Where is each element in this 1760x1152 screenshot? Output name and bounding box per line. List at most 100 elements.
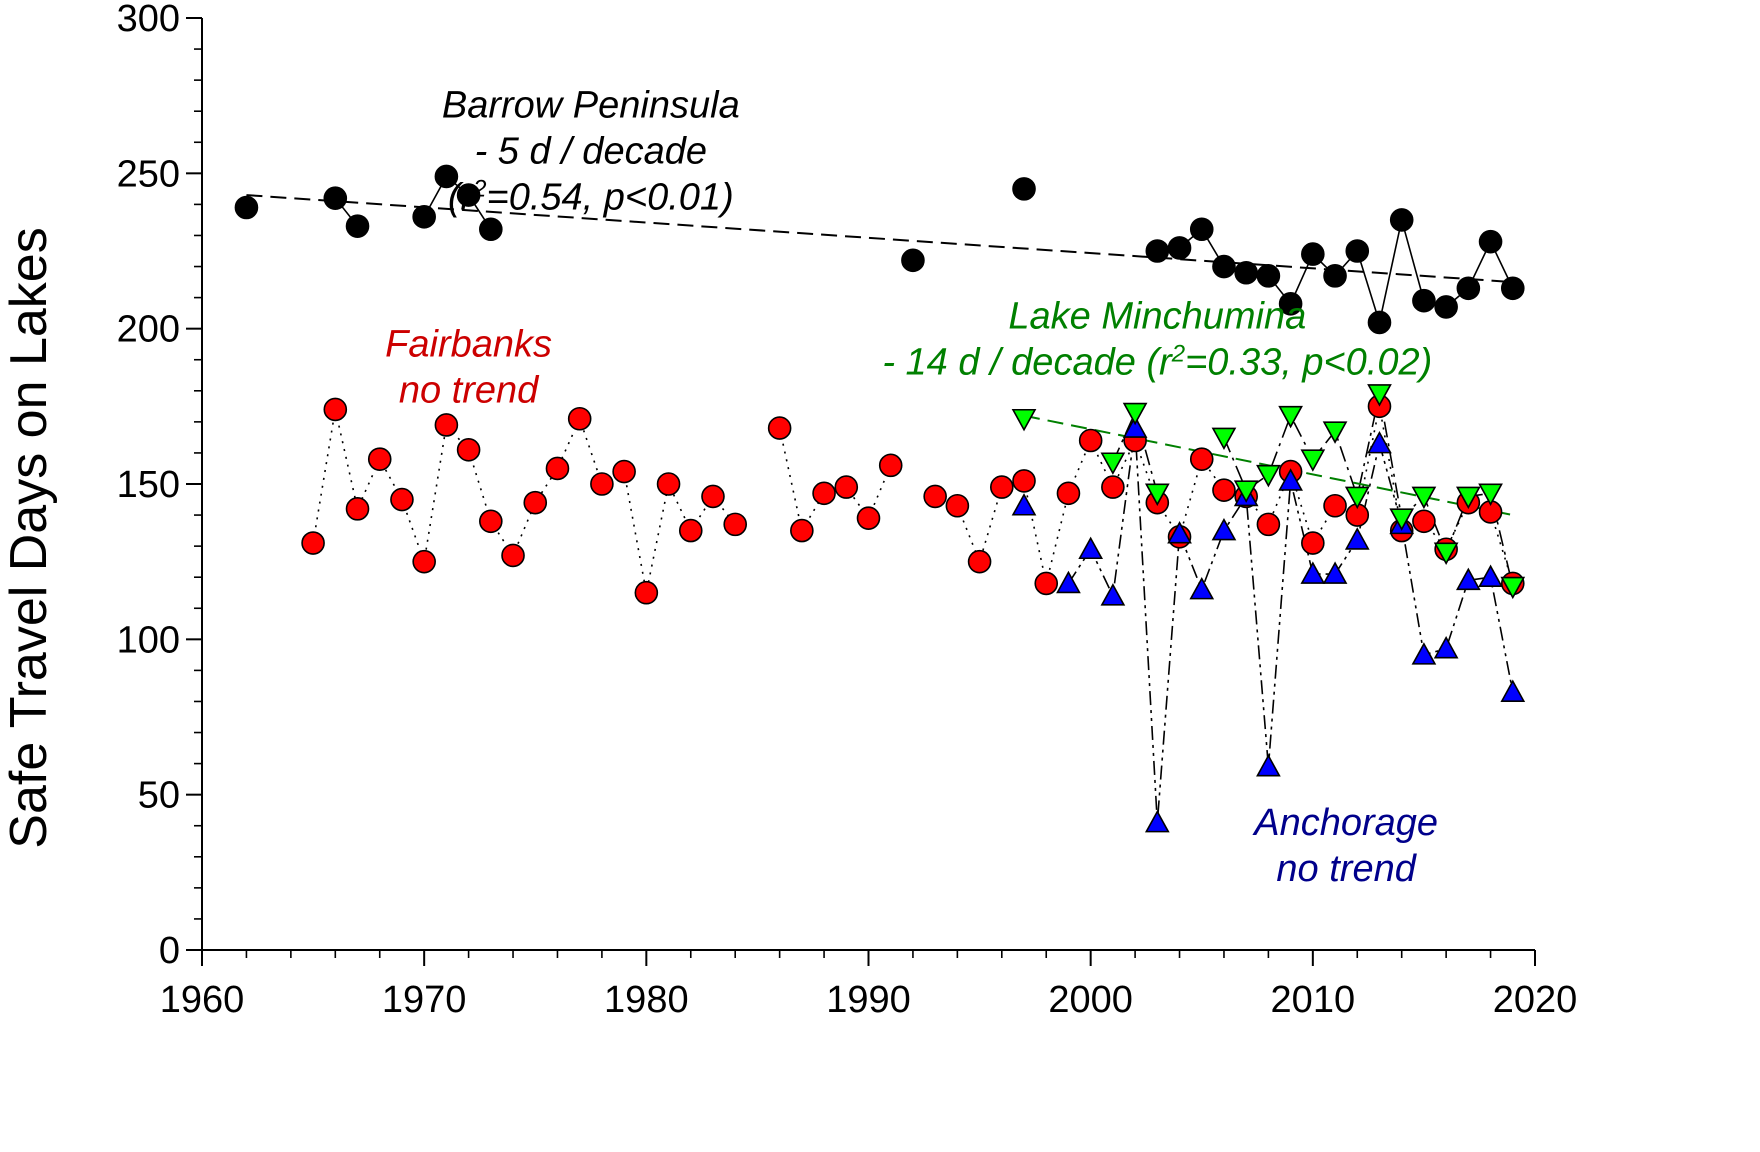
anchorage-annotation: no trend [1276, 848, 1417, 890]
y-tick-label: 150 [117, 464, 180, 506]
minchumina-annotation: - 14 d / decade (r2=0.33, p<0.02) [882, 340, 1432, 384]
minchumina-point [1322, 421, 1348, 444]
fairbanks-point [1012, 469, 1036, 493]
minchumina-point [1278, 405, 1303, 429]
fairbanks-annotation-text: no trend [399, 370, 540, 412]
barrow-point [1456, 276, 1481, 301]
barrow-annotation-text: 2 [472, 175, 486, 202]
anchorage-point [1144, 809, 1170, 833]
fairbanks-point [567, 406, 592, 431]
barrow-annotation-text: (r [448, 176, 475, 218]
y-tick-label: 200 [117, 309, 180, 351]
fairbanks-point [367, 447, 392, 471]
anchorage-point [1256, 754, 1281, 777]
fairbanks-point [479, 509, 503, 534]
barrow-point [1478, 229, 1503, 254]
anchorage-line [1067, 427, 1514, 823]
fairbanks-point [923, 484, 947, 509]
anchorage-point [1478, 564, 1503, 588]
fairbanks-point [590, 472, 614, 496]
minchumina-point [1100, 452, 1126, 475]
minchumina-point [1300, 449, 1326, 472]
anchorage-point [1056, 570, 1081, 594]
y-tick-label: 0 [159, 930, 180, 972]
fairbanks-point [545, 456, 570, 481]
anchorage-point [1100, 583, 1126, 606]
fairbanks-point [1256, 512, 1281, 537]
fairbanks-point [812, 481, 836, 506]
barrow-point [1367, 310, 1392, 335]
fairbanks-point [701, 484, 725, 509]
minchumina-annotation: Lake Minchumina [1008, 296, 1306, 338]
barrow-annotation-text: - 5 d / decade [475, 130, 707, 172]
barrow-point [1189, 217, 1214, 242]
barrow-point [412, 205, 436, 229]
barrow-point [1389, 208, 1414, 232]
barrow-point [434, 164, 459, 189]
barrow-annotation-text: =0.54, p<0.01) [487, 176, 734, 218]
fairbanks-annotation-text: Fairbanks [385, 324, 552, 366]
anchorage-point [1078, 536, 1104, 560]
fairbanks-point [1034, 571, 1059, 596]
fairbanks-point [1101, 475, 1125, 499]
x-tick-label: 1960 [160, 979, 245, 1021]
barrow-line [423, 175, 492, 230]
minchumina-point [1011, 408, 1037, 432]
minchumina-point [1455, 486, 1481, 510]
minchumina-point [1411, 486, 1437, 510]
minchumina-point [1256, 464, 1281, 488]
minchumina-point [1367, 384, 1392, 407]
fairbanks-point [834, 475, 859, 499]
anchorage-annotation-text: no trend [1276, 848, 1417, 890]
fairbanks-point [1056, 481, 1081, 506]
minchumina-annotation-text: =0.33, p<0.02) [1185, 342, 1432, 384]
minchumina-point [1233, 480, 1259, 503]
x-tick-label: 1970 [382, 979, 467, 1021]
y-tick-label: 300 [117, 0, 180, 40]
minchumina-point [1344, 486, 1370, 510]
data-markers [234, 164, 1526, 833]
fairbanks-point [1301, 531, 1325, 555]
fairbanks-point [767, 416, 792, 440]
barrow-point [345, 214, 370, 238]
anchorage-point [1189, 576, 1215, 600]
minchumina-point [1211, 427, 1237, 451]
minchumina-point [1144, 483, 1170, 506]
fairbanks-point [1212, 478, 1236, 503]
barrow-point [1434, 295, 1458, 319]
barrow-point [1500, 276, 1525, 301]
fairbanks-point [345, 497, 370, 521]
barrow-annotation: (r2=0.54, p<0.01) [448, 175, 734, 219]
fairbanks-point [1189, 447, 1214, 471]
fairbanks-point [945, 493, 970, 518]
barrow-point [479, 217, 503, 242]
x-tick-label: 2010 [1271, 979, 1356, 1021]
minchumina-point [1122, 402, 1148, 426]
y-tick-label: 100 [117, 619, 180, 661]
fairbanks-point [1412, 509, 1436, 534]
fairbanks-point [323, 397, 348, 422]
minchumina-point [1500, 576, 1526, 600]
anchorage-point [1278, 468, 1303, 491]
annotations: Barrow Peninsula- 5 d / decade(r2=0.54, … [385, 84, 1438, 890]
fairbanks-point [390, 487, 414, 512]
axes: 0 50 100 150 200 250 300 1960 1970 1980 1990 2000 20… [117, 0, 1578, 1021]
fairbanks-point [612, 459, 636, 484]
minchumina-point [1478, 483, 1503, 506]
barrow-annotation: - 5 d / decade [475, 130, 707, 172]
fairbanks-point [434, 413, 459, 437]
barrow-point [1234, 260, 1258, 285]
y-tick-label: 50 [138, 775, 180, 817]
minchumina-point [1389, 508, 1415, 531]
anchorage-annotation: Anchorage [1252, 802, 1438, 844]
minchumina-annotation-text: 2 [1171, 340, 1185, 367]
fairbanks-point [412, 549, 436, 574]
anchorage-point [1322, 561, 1348, 584]
anchorage-annotation-text: Anchorage [1252, 802, 1438, 844]
y-axis-label: Safe Travel Days on Lakes [0, 227, 58, 848]
x-tick-label: 2000 [1048, 979, 1133, 1021]
anchorage-point [1455, 567, 1481, 591]
fairbanks-point [523, 490, 548, 515]
barrow-trend-line [246, 194, 1513, 284]
